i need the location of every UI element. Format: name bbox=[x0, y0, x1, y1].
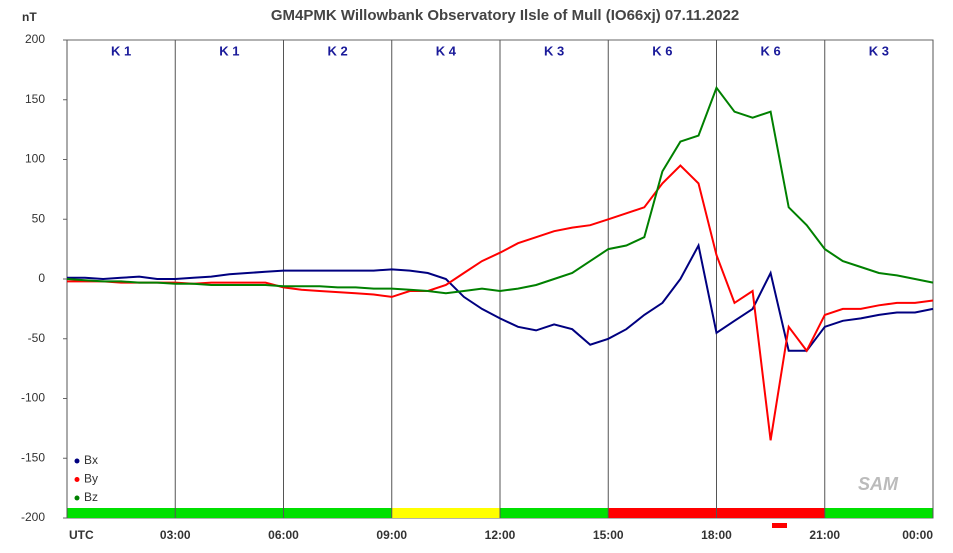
k-band bbox=[283, 508, 392, 518]
x-tick-label: 03:00 bbox=[160, 528, 191, 542]
k-label: K 2 bbox=[328, 43, 348, 58]
legend-marker bbox=[74, 477, 80, 482]
k-label: K 1 bbox=[219, 43, 239, 58]
k-band bbox=[391, 508, 500, 518]
y-tick-label: -150 bbox=[21, 450, 45, 464]
k-label: K 6 bbox=[652, 43, 672, 58]
k-label: K 6 bbox=[761, 43, 781, 58]
k-label: K 3 bbox=[544, 43, 564, 58]
series-line bbox=[66, 85, 934, 295]
legend-label: By bbox=[84, 472, 98, 486]
chart-title: GM4PMK Willowbank Observatory Ilsle of M… bbox=[271, 7, 739, 24]
k-band bbox=[175, 508, 284, 518]
y-tick-label: 100 bbox=[25, 152, 45, 166]
x-tick-label: UTC bbox=[69, 528, 94, 542]
y-tick-label: 50 bbox=[32, 211, 46, 225]
y-tick-label: -200 bbox=[21, 510, 45, 524]
y-tick-label: 200 bbox=[25, 32, 45, 46]
y-tick-label: -50 bbox=[28, 331, 46, 345]
marker bbox=[772, 523, 787, 528]
x-tick-label: 12:00 bbox=[485, 528, 516, 542]
k-label: K 3 bbox=[869, 43, 889, 58]
series-line bbox=[67, 242, 934, 352]
x-tick-label: 18:00 bbox=[701, 528, 732, 542]
x-tick-label: 09:00 bbox=[376, 528, 407, 542]
legend-marker bbox=[74, 458, 80, 464]
legend-label: Bz bbox=[84, 490, 98, 504]
k-band bbox=[608, 508, 717, 518]
k-band bbox=[824, 508, 933, 518]
y-axis-label: nT bbox=[22, 10, 37, 24]
y-tick-label: 150 bbox=[25, 92, 45, 106]
y-tick-label: 0 bbox=[38, 271, 45, 285]
legend-marker bbox=[74, 495, 80, 501]
y-tick-label: -100 bbox=[21, 391, 45, 405]
logo: SAM bbox=[858, 474, 899, 494]
series-line bbox=[67, 164, 934, 441]
k-label: K 1 bbox=[111, 43, 131, 58]
k-band bbox=[500, 508, 609, 518]
legend-label: Bx bbox=[84, 453, 98, 467]
x-tick-label: 06:00 bbox=[268, 528, 299, 542]
x-tick-label: 00:00 bbox=[902, 528, 933, 542]
k-band bbox=[716, 508, 825, 518]
x-tick-label: 21:00 bbox=[809, 528, 840, 542]
x-tick-label: 15:00 bbox=[593, 528, 624, 542]
k-label: K 4 bbox=[436, 43, 457, 58]
k-band bbox=[67, 508, 176, 518]
